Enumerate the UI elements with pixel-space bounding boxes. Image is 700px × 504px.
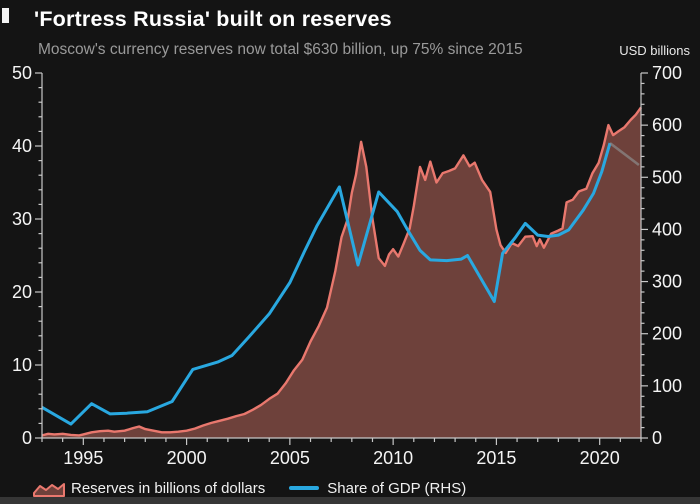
svg-text:2015: 2015 bbox=[476, 448, 516, 468]
legend-label-gdp-share: Share of GDP (RHS) bbox=[327, 479, 467, 497]
gdp-share-line-series bbox=[41, 142, 612, 426]
svg-text:40: 40 bbox=[12, 136, 32, 156]
axes bbox=[41, 73, 642, 439]
svg-text:30: 30 bbox=[12, 209, 32, 229]
svg-text:400: 400 bbox=[652, 219, 682, 239]
reserves-area-series bbox=[41, 106, 642, 439]
x-axis-ticks: 1995 2000 2005 2010 2015 2020 bbox=[41, 438, 642, 468]
svg-text:600: 600 bbox=[652, 115, 682, 135]
right-axis-ticks: 0 100 200 300 400 500 600 700 bbox=[641, 63, 682, 448]
chart-title: 'Fortress Russia' built on reserves bbox=[34, 7, 392, 31]
left-axis-ticks: 0 10 20 30 40 50 bbox=[12, 63, 42, 448]
legend: Reserves in billions of dollars Share of… bbox=[33, 478, 466, 498]
reserves-area-swatch-icon bbox=[33, 482, 65, 497]
svg-text:700: 700 bbox=[652, 63, 682, 83]
svg-text:2020: 2020 bbox=[580, 448, 620, 468]
svg-text:50: 50 bbox=[12, 63, 32, 83]
svg-text:20: 20 bbox=[12, 282, 32, 302]
gdp-share-faded-segment bbox=[609, 142, 640, 167]
svg-text:10: 10 bbox=[12, 355, 32, 375]
svg-text:0: 0 bbox=[22, 428, 32, 448]
window-bottom-edge bbox=[0, 497, 700, 504]
legend-label-reserves: Reserves in billions of dollars bbox=[71, 479, 266, 497]
gdp-line-swatch-icon bbox=[289, 486, 320, 490]
svg-text:2010: 2010 bbox=[373, 448, 413, 468]
chart-subtitle: Moscow's currency reserves now total $63… bbox=[38, 41, 523, 58]
svg-text:300: 300 bbox=[652, 272, 682, 292]
svg-text:1995: 1995 bbox=[63, 448, 103, 468]
svg-text:200: 200 bbox=[652, 324, 682, 344]
svg-text:2000: 2000 bbox=[167, 448, 207, 468]
right-axis-unit-label: USD billions bbox=[619, 43, 690, 58]
svg-text:0: 0 bbox=[652, 428, 662, 448]
screen-edge-artifact bbox=[2, 8, 9, 23]
svg-text:2005: 2005 bbox=[270, 448, 310, 468]
svg-text:500: 500 bbox=[652, 167, 682, 187]
svg-text:100: 100 bbox=[652, 376, 682, 396]
